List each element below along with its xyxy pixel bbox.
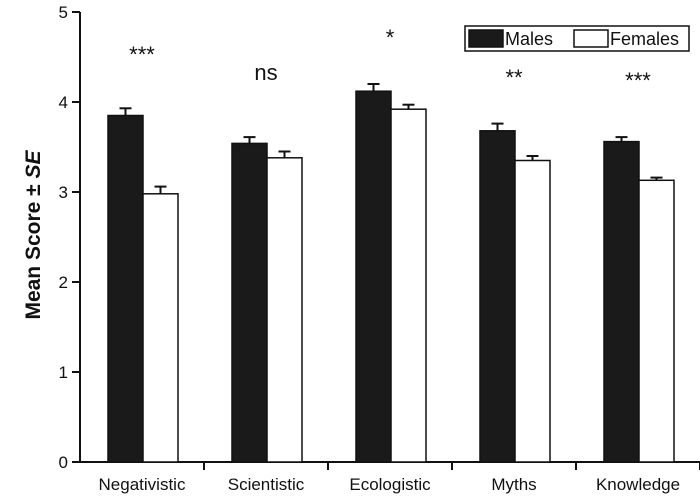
significance-label: ns <box>254 60 277 85</box>
y-tick-label: 1 <box>59 363 68 382</box>
significance-label: * <box>386 25 395 50</box>
y-axis: 0 1 2 3 4 5 <box>59 3 81 472</box>
y-axis-label-italic: SE <box>22 149 45 178</box>
bar-males <box>107 114 144 463</box>
y-axis-label: Mean Score ± SE <box>22 149 45 319</box>
x-tick-label: Ecologistic <box>349 475 431 494</box>
bar-males <box>231 142 268 463</box>
bar-females <box>638 179 675 463</box>
y-tick-label: 3 <box>59 183 68 202</box>
legend: Males Females <box>464 25 690 52</box>
bar-males <box>603 140 640 463</box>
bar-females <box>390 108 427 463</box>
legend-label-males: Males <box>505 29 553 49</box>
x-tick-label: Scientistic <box>228 475 305 494</box>
bar-males <box>479 130 516 463</box>
bar-females <box>514 159 551 463</box>
bar-females <box>266 157 303 463</box>
legend-label-females: Females <box>610 29 679 49</box>
bar-males <box>355 90 392 463</box>
x-tick-label: Negativistic <box>99 475 186 494</box>
x-tick-label: Myths <box>491 475 536 494</box>
y-tick-label: 4 <box>59 93 68 112</box>
x-tick-label: Knowledge <box>596 475 680 494</box>
significance-label: *** <box>129 42 155 67</box>
significance-markers: ***ns*** *** <box>129 25 651 93</box>
y-tick-label: 5 <box>59 3 68 22</box>
y-axis-label-main: Mean Score ± <box>22 178 45 319</box>
x-axis: Negativistic Scientistic Ecologistic Myths K… <box>80 461 700 494</box>
bar-females <box>142 193 179 463</box>
y-tick-label: 2 <box>59 273 68 292</box>
legend-swatch-females <box>573 29 609 48</box>
significance-label: *** <box>625 68 651 93</box>
legend-swatch-males <box>468 29 504 48</box>
bars <box>107 83 675 463</box>
significance-label: ** <box>505 65 523 90</box>
y-tick-label: 0 <box>59 453 68 472</box>
